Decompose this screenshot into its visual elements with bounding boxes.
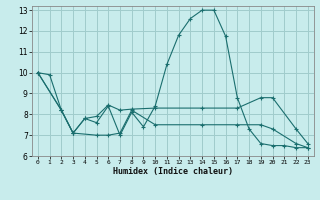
X-axis label: Humidex (Indice chaleur): Humidex (Indice chaleur) (113, 167, 233, 176)
